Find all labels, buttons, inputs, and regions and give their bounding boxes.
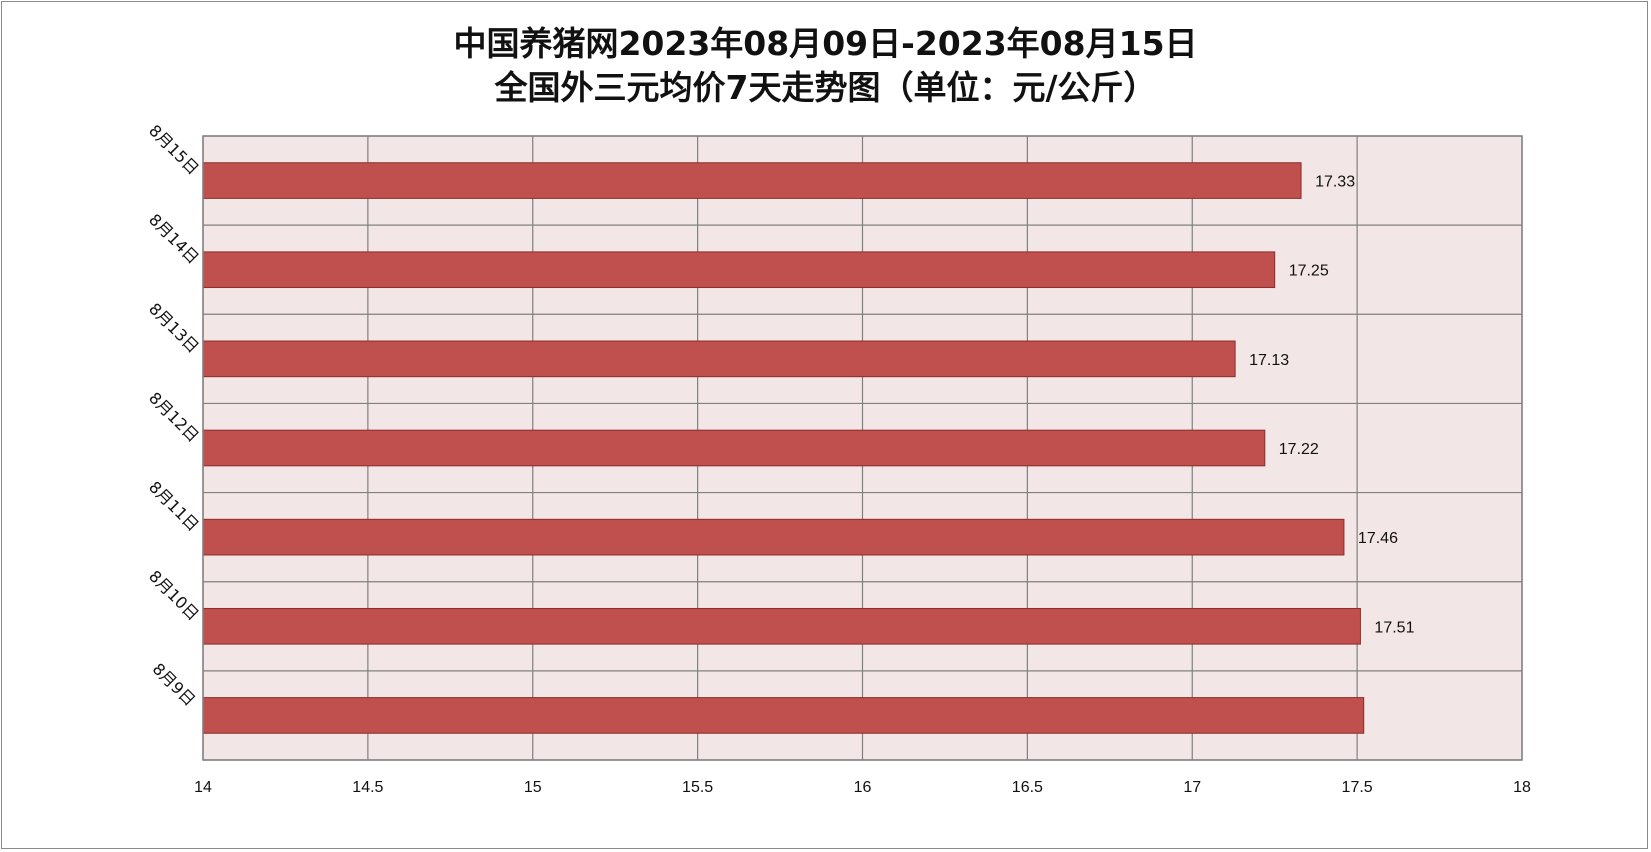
x-tick-label: 16: [854, 779, 872, 796]
chart-title-block: 中国养猪网2023年08月09日-2023年08月15日 全国外三元均价7天走势…: [0, 22, 1651, 110]
category-label-2: 8月10日: [145, 567, 203, 625]
x-tick-label: 14: [194, 779, 212, 796]
data-label-7: 17.33: [1315, 174, 1355, 191]
bar-1: [202, 697, 1365, 734]
data-label-3: 17.46: [1358, 530, 1398, 547]
category-label-3: 8月11日: [145, 477, 203, 535]
category-label-5: 8月13日: [145, 299, 203, 357]
bar-3: [202, 518, 1345, 556]
bar-5: [202, 340, 1236, 378]
bar-7: [202, 162, 1302, 199]
chart-subtitle: 全国外三元均价7天走势图（单位：元/公斤）: [494, 68, 1157, 107]
data-label-2: 17.51: [1374, 619, 1414, 636]
data-label-5: 17.13: [1249, 352, 1289, 369]
x-tick-label: 17.5: [1342, 779, 1373, 796]
chart-title: 中国养猪网2023年08月09日-2023年08月15日: [453, 24, 1198, 63]
plot-border: [202, 135, 1523, 761]
category-label-6: 8月14日: [145, 210, 203, 268]
data-labels: 17.51 17.46 17.22 17.13 17.25 17.33: [1249, 174, 1414, 637]
y-axis-labels: 8月9日 8月10日 8月11日 8月12日 8月13日 8月14日 8月15日: [145, 121, 203, 710]
data-label-4: 17.22: [1279, 441, 1319, 458]
x-tick-label: 14.5: [352, 779, 383, 796]
data-label-6: 17.25: [1289, 263, 1329, 280]
category-label-1: 8月9日: [149, 659, 199, 709]
category-label-4: 8月12日: [145, 388, 203, 446]
x-axis-ticks: 14 14.5 15 15.5 16 16.5 17 17.5 18: [194, 779, 1531, 796]
x-tick-label: 15: [524, 779, 542, 796]
x-tick-label: 16.5: [1012, 779, 1043, 796]
x-tick-label: 18: [1513, 779, 1531, 796]
bar-6: [202, 251, 1276, 289]
bars: [202, 162, 1365, 734]
bar-2: [202, 607, 1361, 645]
bar-4: [202, 429, 1266, 467]
x-tick-label: 15.5: [682, 779, 713, 796]
x-tick-label: 17: [1183, 779, 1201, 796]
category-label-7: 8月15日: [145, 121, 203, 179]
